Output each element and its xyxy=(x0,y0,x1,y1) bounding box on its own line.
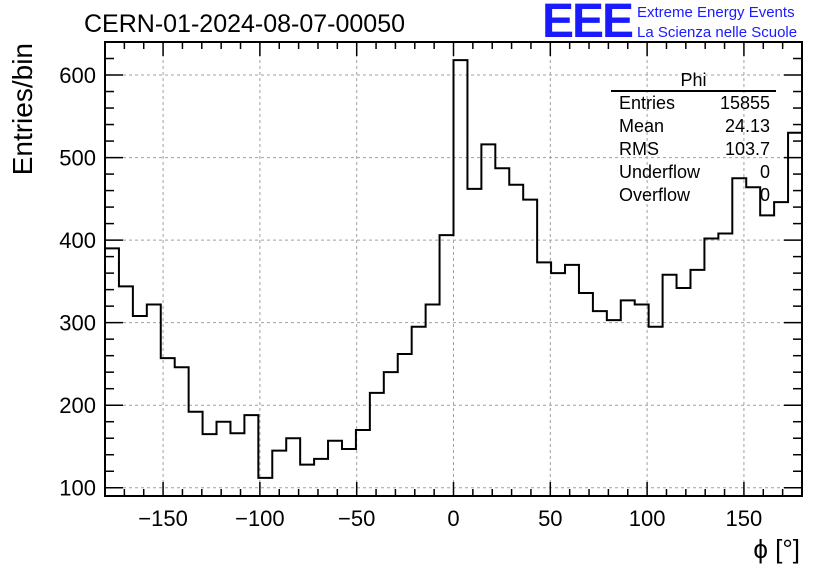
x-tick-labels: −150 −100 −50 0 50 100 150 xyxy=(138,506,762,531)
stats-row-mean: Mean 24.13 xyxy=(611,115,776,138)
stats-value: 103.7 xyxy=(724,139,770,159)
logo-line-1: Extreme Energy Events xyxy=(637,4,795,21)
histogram-line xyxy=(105,59,802,479)
logo-caption: Extreme Energy Events La Scienza nelle S… xyxy=(637,3,797,43)
stats-value: 0 xyxy=(759,185,770,205)
x-tick-label: 100 xyxy=(629,506,666,531)
stats-label: Overflow xyxy=(619,185,691,205)
x-tick-label: −50 xyxy=(338,506,375,531)
y-tick-labels: 100 200 300 400 500 600 xyxy=(59,63,96,501)
stats-row-entries: Entries 15855 xyxy=(611,92,776,115)
stats-value: 24.13 xyxy=(724,116,770,136)
stats-row-rms: RMS 103.7 xyxy=(611,138,776,161)
y-tick-label: 300 xyxy=(59,311,96,336)
y-tick-label: 400 xyxy=(59,228,96,253)
x-tick-label: −150 xyxy=(138,506,188,531)
eee-logo: EEE xyxy=(542,0,634,48)
stats-value: 15855 xyxy=(719,93,770,113)
y-tick-label: 100 xyxy=(59,476,96,501)
x-tick-label: 50 xyxy=(538,506,562,531)
stats-box: Phi Entries 15855 Mean 24.13 RMS 103.7 U… xyxy=(611,70,776,207)
stats-title: Phi xyxy=(611,70,776,92)
logo-line-2: La Scienza nelle Scuole xyxy=(637,24,798,41)
axis-ticks xyxy=(104,41,803,496)
x-tick-label: −100 xyxy=(235,506,285,531)
stats-value: 0 xyxy=(759,162,770,182)
stats-label: Entries xyxy=(619,93,676,113)
stats-row-underflow: Underflow 0 xyxy=(611,161,776,184)
stats-label: RMS xyxy=(619,139,659,159)
stats-label: Mean xyxy=(619,116,665,136)
x-tick-label: 150 xyxy=(726,506,763,531)
y-axis-label: Entries/bin xyxy=(7,43,38,175)
y-tick-label: 200 xyxy=(59,393,96,418)
x-tick-label: 0 xyxy=(447,506,459,531)
x-axis-label: ϕ [°] xyxy=(753,534,800,564)
stats-row-overflow: Overflow 0 xyxy=(611,184,776,207)
y-tick-label: 600 xyxy=(59,63,96,88)
y-tick-label: 500 xyxy=(59,146,96,171)
stats-label: Underflow xyxy=(619,162,701,182)
chart-title: CERN-01-2024-08-07-00050 xyxy=(84,10,406,38)
